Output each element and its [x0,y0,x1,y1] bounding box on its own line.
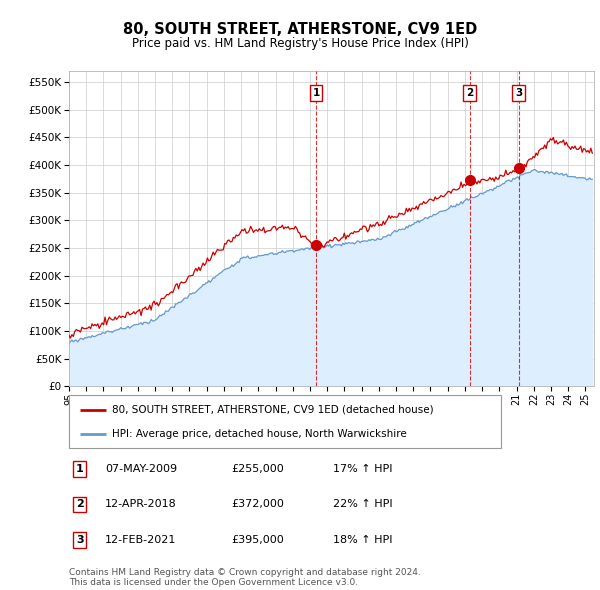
Text: 1: 1 [76,464,83,474]
Text: £395,000: £395,000 [231,535,284,545]
Text: 12-FEB-2021: 12-FEB-2021 [105,535,176,545]
Text: 80, SOUTH STREET, ATHERSTONE, CV9 1ED (detached house): 80, SOUTH STREET, ATHERSTONE, CV9 1ED (d… [112,405,434,415]
Text: 2: 2 [466,88,473,98]
Text: 3: 3 [76,535,83,545]
Text: Contains HM Land Registry data © Crown copyright and database right 2024.
This d: Contains HM Land Registry data © Crown c… [69,568,421,587]
Text: 1: 1 [313,88,320,98]
Text: HPI: Average price, detached house, North Warwickshire: HPI: Average price, detached house, Nort… [112,429,407,439]
Text: 17% ↑ HPI: 17% ↑ HPI [333,464,392,474]
Text: 80, SOUTH STREET, ATHERSTONE, CV9 1ED: 80, SOUTH STREET, ATHERSTONE, CV9 1ED [123,22,477,37]
FancyBboxPatch shape [69,395,501,448]
Text: 12-APR-2018: 12-APR-2018 [105,500,177,509]
Text: £255,000: £255,000 [231,464,284,474]
Text: Price paid vs. HM Land Registry's House Price Index (HPI): Price paid vs. HM Land Registry's House … [131,37,469,50]
Text: 22% ↑ HPI: 22% ↑ HPI [333,500,392,509]
Text: £372,000: £372,000 [231,500,284,509]
Text: 07-MAY-2009: 07-MAY-2009 [105,464,177,474]
Text: 18% ↑ HPI: 18% ↑ HPI [333,535,392,545]
Text: 2: 2 [76,500,83,509]
Text: 3: 3 [515,88,522,98]
